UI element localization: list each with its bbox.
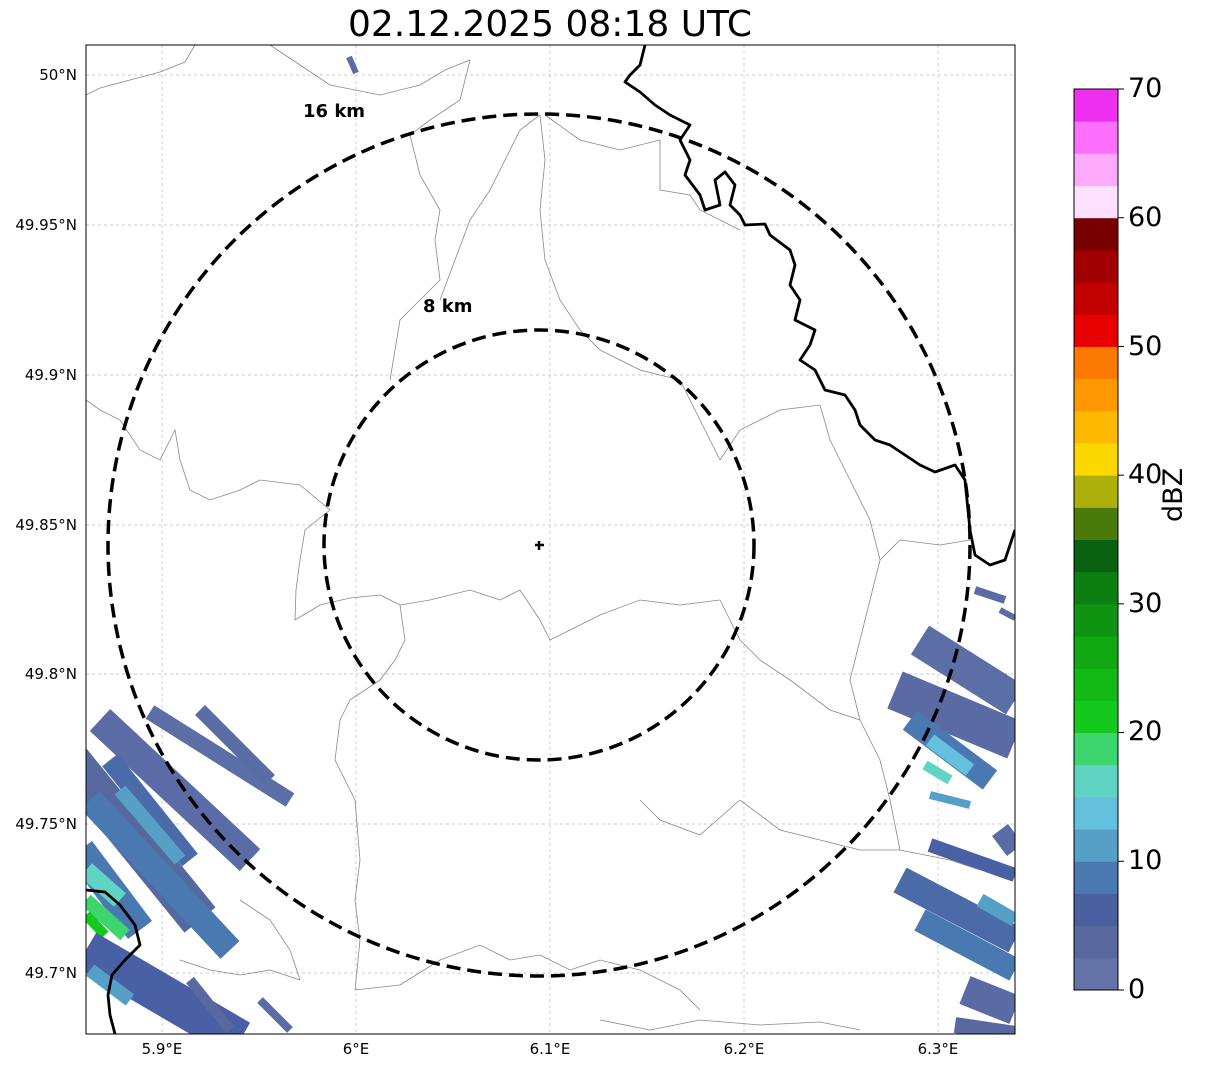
colorbar-bin	[1074, 764, 1118, 798]
colorbar-tick-label: 60	[1128, 202, 1163, 233]
colorbar-bin	[1074, 346, 1118, 380]
colorbar-bin	[1074, 217, 1118, 251]
lat-tick-label: 49.95°N	[15, 216, 77, 234]
lat-tick-label: 49.9°N	[24, 366, 77, 384]
colorbar-bin	[1074, 410, 1118, 444]
plot-frame	[85, 44, 1016, 1035]
colorbar-bin	[1074, 539, 1118, 573]
lat-tick-label: 49.85°N	[15, 516, 77, 534]
lat-tick-label: 49.7°N	[24, 964, 77, 982]
colorbar-bin	[1074, 829, 1118, 862]
colorbar-bin	[1074, 185, 1118, 219]
radar-echoes-southwest	[86, 705, 295, 1034]
colorbar-bin	[1074, 700, 1118, 734]
colorbar-tick-label: 30	[1128, 588, 1163, 619]
ring-label-8km: 8 km	[423, 296, 473, 317]
colorbar-bin	[1074, 121, 1118, 154]
colorbar-bin	[1074, 249, 1118, 283]
map-title: 02.12.2025 08:18 UTC	[347, 4, 753, 45]
colorbar-tick-label: 10	[1128, 845, 1163, 876]
colorbar-bin	[1074, 475, 1118, 508]
colorbar-bin	[1074, 668, 1118, 701]
colorbar-bin	[1074, 282, 1118, 315]
colorbar-bin	[1074, 603, 1118, 637]
colorbar-bin	[1074, 925, 1118, 959]
lat-tick-label: 49.8°N	[24, 665, 77, 683]
colorbar-bin	[1074, 732, 1118, 766]
colorbar-bin	[1074, 636, 1118, 669]
colorbar-bin	[1074, 314, 1118, 347]
colorbar-bin	[1074, 507, 1118, 540]
colorbar-bin	[1074, 442, 1118, 476]
colorbar-bin	[1074, 957, 1118, 991]
lon-tick-label: 6.2°E	[723, 1040, 765, 1058]
lon-tick-label: 6.3°E	[917, 1040, 959, 1058]
national-border	[86, 45, 1015, 1034]
radar-echoes-east	[346, 55, 1015, 1034]
lat-tick-label: 49.75°N	[15, 815, 77, 833]
colorbar-bin	[1074, 153, 1118, 187]
colorbar	[1074, 88, 1124, 991]
colorbar-tick-label: 0	[1128, 974, 1146, 1005]
colorbar-frame	[1073, 88, 1119, 991]
colorbar-bin	[1074, 571, 1118, 605]
colorbar-bin	[1074, 796, 1118, 830]
colorbar-tick-label: 20	[1128, 716, 1163, 747]
range-ring-16km	[106, 112, 972, 978]
colorbar-tick-label: 70	[1128, 73, 1163, 104]
lon-tick-label: 5.9°E	[141, 1040, 183, 1058]
colorbar-bin	[1074, 861, 1118, 894]
colorbar-bin	[1074, 89, 1118, 122]
colorbar-title: dBZ	[1158, 467, 1189, 522]
colorbar-tick-label: 40	[1128, 459, 1163, 490]
gridlines	[86, 45, 1015, 1034]
lon-tick-label: 6°E	[342, 1040, 370, 1058]
colorbar-bin	[1074, 893, 1118, 927]
range-ring-8km	[322, 328, 756, 762]
colorbar-bin	[1074, 378, 1118, 412]
colorbar-tick-label: 50	[1128, 331, 1163, 362]
admin-borders	[86, 45, 981, 1031]
cross-icon	[535, 541, 544, 550]
ring-label-16km: 16 km	[303, 101, 365, 122]
lon-tick-label: 6.1°E	[529, 1040, 571, 1058]
lat-tick-label: 50°N	[39, 66, 77, 84]
